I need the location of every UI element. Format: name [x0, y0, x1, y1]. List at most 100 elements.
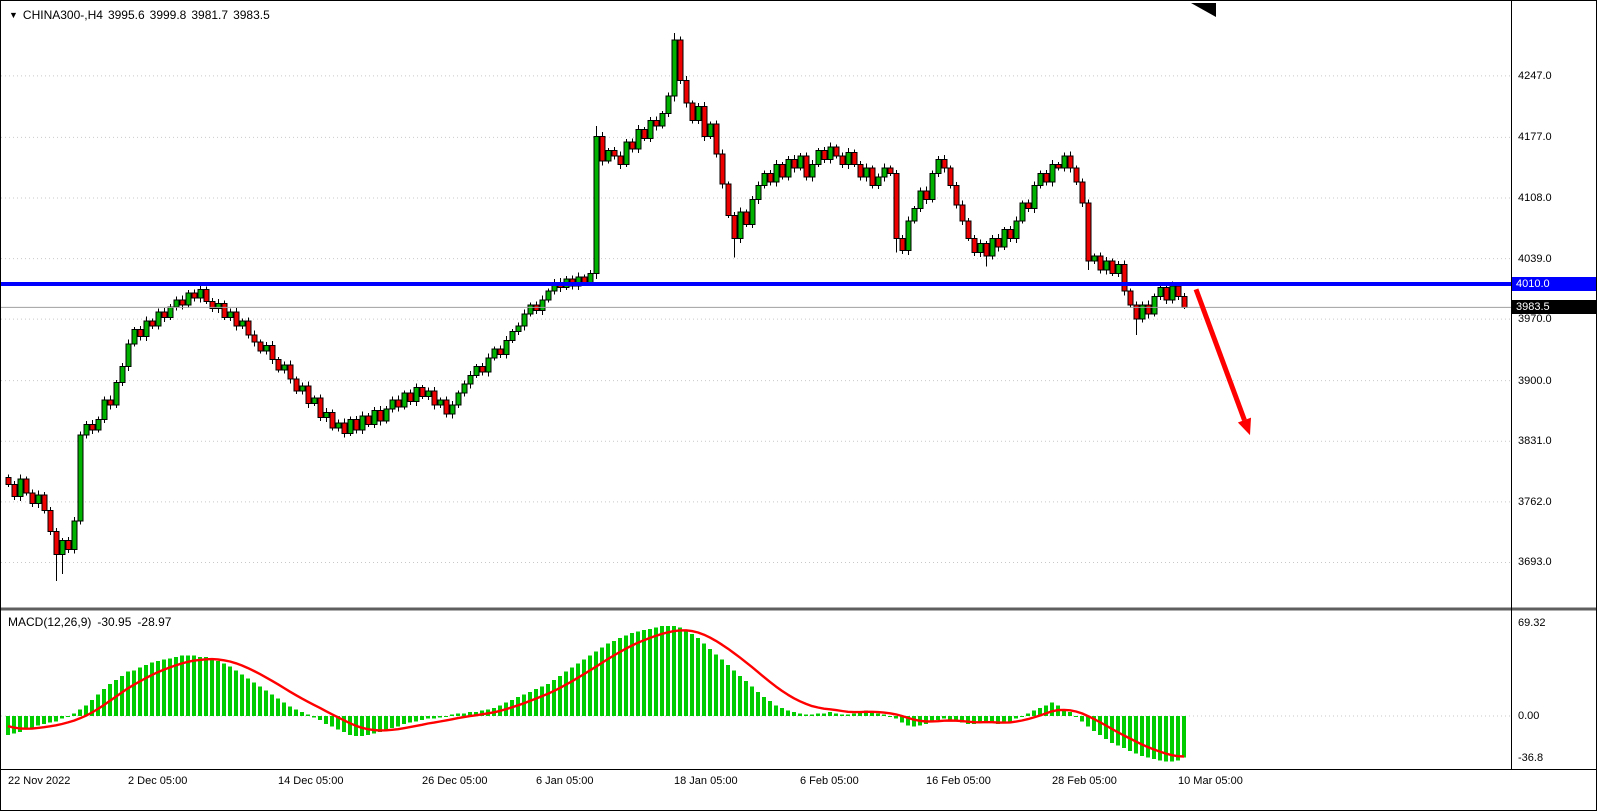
macd-bar [630, 632, 634, 716]
candle-body [167, 306, 174, 318]
candle-body [1109, 260, 1116, 275]
macd-bar [390, 716, 394, 729]
price-axis[interactable]: 4247.0 4177.0 4108.0 4039.0 3970.0 3900.0 3831… [1512, 1, 1596, 609]
macd-bar [738, 675, 742, 716]
candle-body [587, 273, 594, 283]
macd-bar [198, 656, 202, 716]
macd-histogram [6, 626, 1186, 762]
candle-body [713, 123, 720, 155]
candle-body [1133, 304, 1140, 320]
macd-bar [210, 658, 214, 716]
price-axis-label: 4039.0 [1518, 252, 1552, 265]
candle-body [1055, 164, 1062, 169]
candle-body [317, 397, 324, 419]
macd-bar [282, 702, 286, 716]
candle-body [1103, 260, 1110, 271]
macd-bar [450, 714, 454, 716]
macd-bar [330, 716, 334, 727]
macd-bar [540, 686, 544, 716]
candle-body [947, 167, 954, 187]
candle-body [821, 150, 828, 160]
macd-bar [276, 698, 280, 716]
trend-arrow-head[interactable] [1237, 417, 1252, 436]
macd-bar [1002, 716, 1006, 723]
candle-body [323, 411, 330, 419]
candle-body [293, 378, 300, 392]
macd-bar [618, 638, 622, 716]
candle-body [407, 392, 414, 403]
macd-bar [24, 716, 28, 730]
candle-body [521, 313, 528, 327]
macd-bar [156, 660, 160, 716]
macd-indicator-label: MACD(12,26,9) -30.95 -28.97 [8, 615, 177, 629]
candle-body [17, 478, 24, 498]
candle-body [1151, 295, 1158, 315]
macd-bar [894, 716, 898, 719]
candle-body [299, 385, 306, 392]
candle-body [365, 415, 372, 426]
chart-dropdown-icon[interactable]: ▼ [9, 10, 18, 20]
macd-bar [402, 716, 406, 725]
macd-bar [1164, 716, 1168, 762]
candle-body [833, 146, 840, 157]
candle-body [1157, 287, 1164, 297]
candle-body [479, 366, 486, 373]
candle-body [233, 311, 240, 327]
macd-bar [942, 716, 946, 719]
macd-bar [684, 630, 688, 716]
macd-axis: 69.32 0.00 -36.8 [1512, 613, 1596, 769]
macd-name: MACD(12,26,9) [8, 615, 92, 629]
macd-bar [78, 709, 82, 716]
candle-body [719, 153, 726, 185]
macd-bar [300, 711, 304, 716]
candle-body [1079, 181, 1086, 204]
macd-bar [726, 665, 730, 716]
macd-main-value: -30.95 [97, 615, 132, 629]
macd-bar [462, 713, 466, 716]
macd-bar [882, 714, 886, 716]
macd-bar [570, 667, 574, 716]
trend-arrow-line[interactable] [1193, 288, 1247, 421]
candle-body [245, 320, 252, 336]
macd-bar [834, 713, 838, 716]
macd-bar [306, 714, 310, 716]
candle-body [281, 364, 288, 371]
macd-bar [426, 716, 430, 719]
macd-bar [66, 716, 70, 717]
macd-bar [798, 713, 802, 716]
candle-body [653, 120, 660, 127]
candle-body [923, 190, 930, 201]
candle-body [143, 320, 150, 338]
macd-bar [654, 627, 658, 716]
macd-bar [804, 714, 808, 716]
candle-body [773, 164, 780, 183]
time-axis-label: 2 Dec 05:00 [128, 775, 188, 787]
price-axis-label: 4108.0 [1518, 191, 1552, 204]
candle-body [1025, 202, 1032, 210]
candle-body [179, 299, 186, 306]
candle-body [155, 311, 162, 327]
candle-body [689, 102, 696, 122]
chart-shift-marker-icon[interactable] [1191, 3, 1216, 17]
candle-body [647, 120, 654, 139]
candle-body [275, 359, 282, 371]
candle-body [845, 151, 852, 166]
time-axis[interactable]: 22 Nov 2022 2 Dec 05:00 14 Dec 05:00 26 Dec… [1, 770, 1511, 810]
candle-body [437, 399, 444, 406]
chart-symbol-timeframe: CHINA300-,H4 [22, 8, 103, 22]
macd-bar [612, 640, 616, 716]
candle-body [953, 185, 960, 206]
macd-bar [906, 716, 910, 726]
candle-body [221, 302, 228, 318]
candle-body [815, 150, 822, 166]
macd-bar [408, 716, 412, 723]
macd-bar [564, 671, 568, 716]
macd-bar [1170, 716, 1174, 762]
macd-bar [1098, 716, 1102, 735]
macd-bar [1182, 716, 1186, 758]
macd-bar [1014, 716, 1018, 719]
macd-bar [1038, 707, 1042, 716]
candle-body [83, 424, 90, 436]
panel-splitter[interactable] [1, 607, 1597, 611]
